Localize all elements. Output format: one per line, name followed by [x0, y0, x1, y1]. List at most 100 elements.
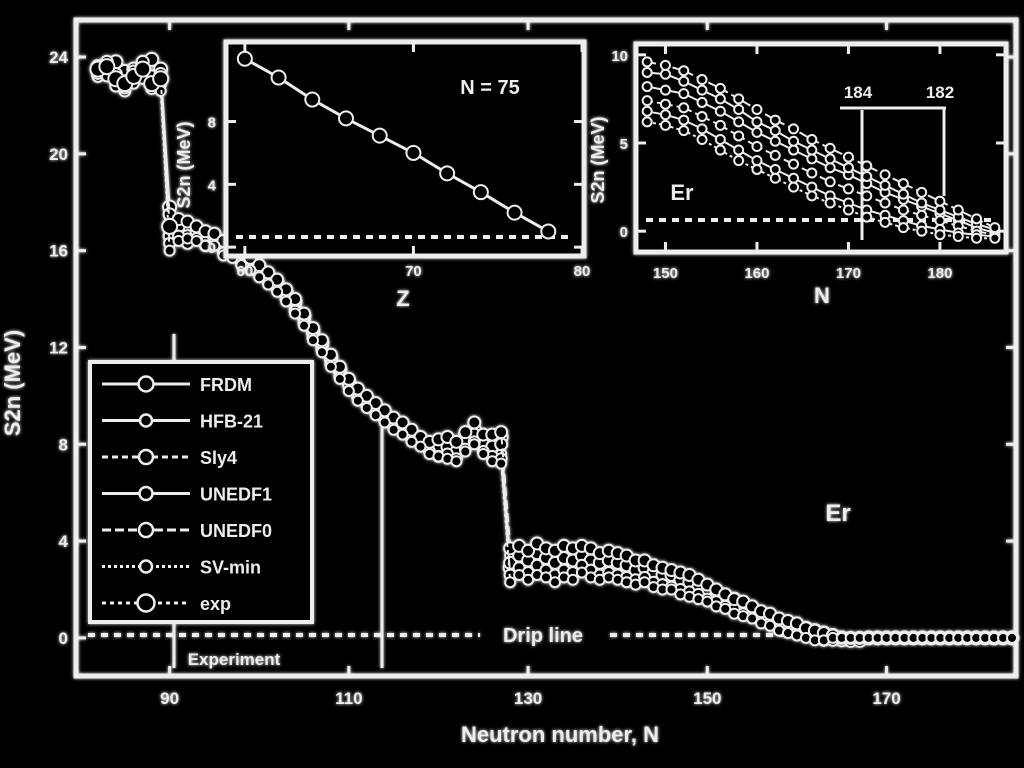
main-data-point-unedf0 [207, 226, 222, 241]
inset-right-data-point-sly4 [788, 158, 800, 170]
main-data-point-sv-min [315, 346, 328, 359]
legend-marker-unedf1 [138, 485, 154, 502]
inset-right-data-point-sly4 [659, 98, 671, 110]
inset-right-data-point-frdm [659, 84, 671, 96]
dripline-label: Drip line [503, 625, 583, 647]
inset-right-data-point-sv-min [806, 190, 818, 202]
inset-right-data-point-unedf1 [806, 181, 818, 193]
inset-right-x-axis-label: N [814, 283, 830, 308]
inset-left-series-line-series-0 [244, 57, 550, 233]
main-data-point-exp [134, 60, 152, 78]
inset-right-data-point-frdm [751, 126, 763, 138]
legend-marker-unedf0 [137, 521, 155, 539]
inset-right-data-point-hfb-21 [696, 84, 708, 96]
inset-right-data-point-frdm [714, 105, 726, 117]
legend-marker-sv-min [138, 559, 154, 574]
inset-left-data-point-series-0 [472, 184, 489, 201]
inset-right-data-point-frdm [678, 88, 690, 100]
main-data-point-sv-min [495, 457, 508, 470]
legend-label-hfb-21: HFB-21 [200, 412, 263, 432]
inset-left-x-tick-label: 80 [574, 263, 591, 280]
main-data-point-sv-min [764, 619, 777, 632]
inset-right-data-point-unedf1 [733, 144, 745, 156]
main-x-tick-label: 150 [693, 689, 721, 708]
inset-right-data-point-unedf0 [678, 65, 690, 77]
main-data-point-unedf0 [521, 543, 536, 558]
inset-right-data-point-hfb-21 [641, 66, 653, 78]
inset-right-data-point-sly4 [824, 176, 836, 188]
main-y-tick-label: 8 [59, 435, 68, 454]
inset-right-data-point-sly4 [641, 95, 653, 107]
inset-right-data-point-frdm [696, 96, 708, 108]
main-x-tick-label: 130 [514, 689, 542, 708]
main-data-point-sv-min [746, 612, 759, 625]
inset-right-data-point-unedf0 [879, 169, 891, 181]
inset-right-y-tick-label: 0 [620, 224, 628, 241]
inset-right-data-point-hfb-21 [806, 144, 818, 156]
main-data-point-sv-min [540, 571, 552, 584]
inset-right-data-point-unedf0 [806, 133, 818, 145]
inset-right-data-point-unedf0 [733, 93, 745, 105]
legend-label-sly4: Sly4 [200, 448, 237, 468]
inset-right-data-point-unedf0 [714, 82, 726, 94]
inset-right-data-point-unedf1 [788, 172, 800, 184]
inset-right-data-point-sv-min [714, 144, 726, 156]
inset-right-data-point-unedf0 [769, 114, 781, 126]
main-x-axis-label: Neutron number, N [461, 722, 659, 747]
inset-right-data-point-sv-min [751, 163, 763, 175]
inset-right-data-point-sv-min [897, 222, 909, 234]
main-y-axis-label: S2n (MeV) [0, 330, 25, 436]
inset-right-data-point-sly4 [861, 190, 873, 202]
inset-right-data-point-hfb-21 [824, 153, 836, 165]
main-y-tick-label: 24 [49, 48, 68, 67]
main-x-tick-label: 170 [872, 689, 900, 708]
legend-marker-frdm [137, 375, 155, 393]
inset-right-chart: 150 160 170 180 0 5 10 Er 184 182 N S2n (MeV) [588, 41, 1009, 308]
inset-right-data-point-hfb-21 [842, 162, 854, 174]
main-data-point-sv-min [665, 583, 678, 596]
inset-right-data-point-hfb-21 [751, 116, 763, 128]
inset-right-data-point-sly4 [897, 204, 909, 216]
inset-right-data-point-unedf0 [916, 186, 928, 198]
legend-label-exp: exp [200, 594, 231, 614]
inset-right-data-point-unedf1 [678, 114, 690, 126]
inset-right-shell-label-182: 182 [926, 83, 954, 102]
inset-right-y-tick-label: 5 [620, 136, 628, 153]
inset-left-data-point-series-0 [236, 50, 253, 67]
inset-right-data-point-hfb-21 [733, 103, 745, 115]
main-y-tick-label: 16 [49, 242, 68, 261]
inset-left-data-point-series-0 [371, 127, 388, 144]
main-y-tick-label: 0 [59, 629, 68, 648]
inset-right-data-point-unedf1 [696, 123, 708, 135]
inset-left-annotation: N = 75 [460, 77, 519, 99]
main-data-point-sv-min [163, 244, 176, 257]
legend-label-unedf1: UNEDF1 [200, 485, 272, 505]
inset-right-data-point-frdm [733, 116, 745, 128]
inset-right-data-point-sly4 [769, 149, 781, 161]
inset-right-data-point-hfb-21 [678, 75, 690, 87]
main-data-point-sv-min [477, 447, 490, 460]
legend: FRDM HFB-21 Sly4 UNEDF1 UNEDF0 SV-min exp [88, 360, 314, 624]
main-data-point-sv-min [244, 263, 257, 276]
main-data-point-sv-min [1006, 631, 1018, 644]
inset-right-data-point-unedf0 [751, 103, 763, 115]
inset-right-data-point-frdm [769, 135, 781, 147]
inset-right-data-point-sv-min [824, 197, 836, 209]
main-data-point-sv-min [208, 239, 221, 252]
inset-right-data-point-sly4 [916, 209, 928, 221]
main-data-point-sv-min [253, 271, 266, 284]
inset-right-data-point-unedf1 [751, 155, 763, 167]
inset-right-data-point-frdm [788, 144, 800, 156]
inset-right-data-point-unedf0 [788, 123, 800, 135]
inset-right-data-point-sly4 [678, 102, 690, 114]
main-data-point-sv-min [414, 440, 427, 453]
inset-left-data-point-series-0 [506, 204, 523, 221]
inset-right-data-point-sly4 [806, 167, 818, 179]
main-data-point-sv-min [387, 423, 400, 436]
main-data-point-sv-min [513, 568, 526, 581]
inset-right-data-point-unedf0 [659, 59, 671, 71]
inset-right-y-tick-label: 10 [611, 48, 628, 65]
main-data-point-sv-min [333, 372, 346, 385]
inset-right-data-point-sv-min [788, 181, 800, 193]
